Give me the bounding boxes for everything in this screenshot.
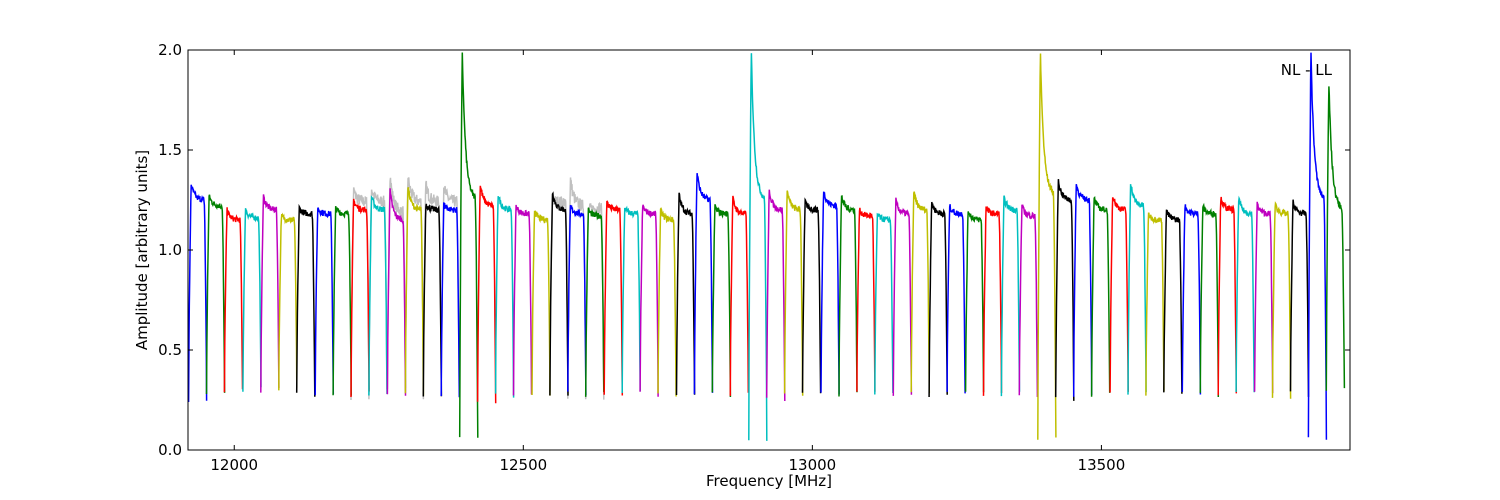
subband-series [188,52,1346,441]
background-subband-line [567,177,587,399]
subband-line [964,211,985,393]
subband-line [711,204,732,398]
subband-line [422,203,443,397]
subband-line [1235,195,1255,393]
subband-line [1163,209,1183,394]
subband-line [440,202,461,398]
subband-line [512,204,533,396]
subband-line [531,209,551,396]
subband-line [1271,201,1292,399]
subband-line [350,198,370,398]
y-tick-label: 1.0 [158,241,182,259]
subband-line [621,205,641,394]
subband-line [603,200,624,396]
subband-line [386,188,407,396]
subband-line [657,207,677,397]
subband-line [332,205,352,396]
subband-line [946,204,966,394]
subband-line [675,192,696,396]
x-axis: 12000 12500 13000 13500 [210,50,1125,474]
subband-line [476,185,497,404]
subband-line [1054,179,1075,401]
y-tick-label: 2.0 [158,41,182,59]
subband-line [1145,212,1165,396]
subband-line [260,194,280,393]
background-subband-line [422,180,443,396]
plot-area [188,52,1346,441]
subband-line [639,204,659,397]
y-axis-label: Amplitude [arbitrary units] [133,150,151,350]
subband-line [892,197,913,396]
subband-line [1109,197,1129,393]
subband-line [856,207,876,392]
x-tick-label: 13500 [1078,456,1126,474]
subband-line [368,195,388,396]
subband-line [820,191,840,395]
subband-line [295,203,316,397]
subband-line [1199,202,1220,398]
subband-line [801,197,822,394]
x-axis-label: Frequency [MHz] [706,472,832,490]
subband-line [458,52,479,438]
background-subband-line [404,177,425,400]
subband-line [783,190,804,396]
subband-line [549,191,569,396]
subband-line [1307,52,1328,440]
subband-line [205,194,226,395]
background-subband-line [386,177,407,390]
plot-frame [187,49,1351,451]
subband-line [314,207,335,396]
y-tick-label: 0.0 [158,441,182,459]
y-tick-label: 1.5 [158,141,182,159]
subband-line [584,207,605,397]
subband-line [1217,196,1238,396]
subband-line [278,212,298,391]
subband-line [748,53,768,441]
subband-line [838,195,858,397]
background-subband-line [350,187,370,401]
y-axis: 0.0 0.5 1.0 1.5 2.0 [158,41,1350,459]
subband-line [1253,201,1274,394]
subband-line [494,196,515,398]
subband-line [729,195,750,396]
subband-line [223,207,244,393]
x-tick-label: 12500 [499,456,547,474]
subband-line [1127,184,1147,395]
subband-line [242,208,262,392]
subband-line [404,187,425,396]
subband-line [1090,196,1111,397]
subband-line [1289,199,1310,397]
subband-line [982,205,1003,396]
subband-line [928,201,948,398]
background-subband-line [440,185,461,397]
subband-line [1000,195,1021,397]
x-tick-label: 13000 [788,456,836,474]
subband-line [1037,53,1057,440]
subband-line [693,173,714,395]
background-subband-line [368,189,388,400]
subband-line [910,191,931,394]
subband-line [1018,203,1039,398]
subband-line [765,189,786,402]
background-subband-line [584,201,605,400]
x-tick-label: 12000 [210,456,258,474]
subband-line [567,204,587,396]
y-tick-label: 0.5 [158,341,182,359]
subband-line [874,212,894,395]
subband-line [1325,86,1346,391]
subband-line [1072,183,1093,397]
baseline-annotation: NL - LL [1281,61,1333,79]
subband-line [1181,204,1202,395]
subband-line [188,184,208,403]
